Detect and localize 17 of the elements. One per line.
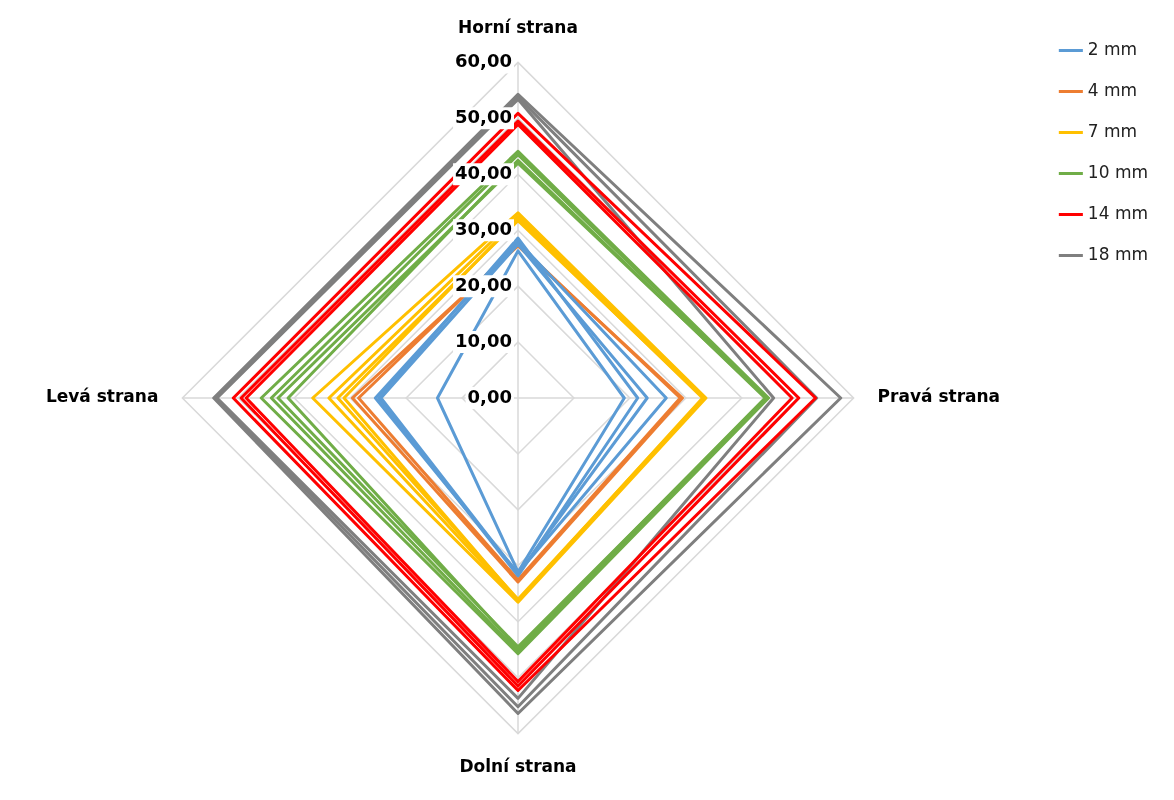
legend-label: 7 mm <box>1087 120 1138 141</box>
y-tick-label: 10,00 <box>455 329 512 351</box>
legend-label: 4 mm <box>1087 79 1138 100</box>
y-tick-label: 30,00 <box>455 217 512 239</box>
spoke-label: Pravá strana <box>877 386 1001 407</box>
legend-label: 2 mm <box>1087 38 1138 59</box>
y-tick-label: 0,00 <box>467 385 512 407</box>
y-tick-label: 20,00 <box>455 273 512 295</box>
spoke-label: Dolní strana <box>459 756 577 777</box>
y-tick-label: 60,00 <box>455 50 512 72</box>
legend-label: 10 mm <box>1087 161 1148 182</box>
y-tick-label: 50,00 <box>455 106 512 128</box>
spoke-label: Horní strana <box>458 16 578 37</box>
legend-label: 18 mm <box>1087 243 1148 264</box>
legend-label: 14 mm <box>1087 202 1148 223</box>
y-tick-label: 40,00 <box>455 161 512 183</box>
spoke-label: Levá strana <box>45 386 159 407</box>
